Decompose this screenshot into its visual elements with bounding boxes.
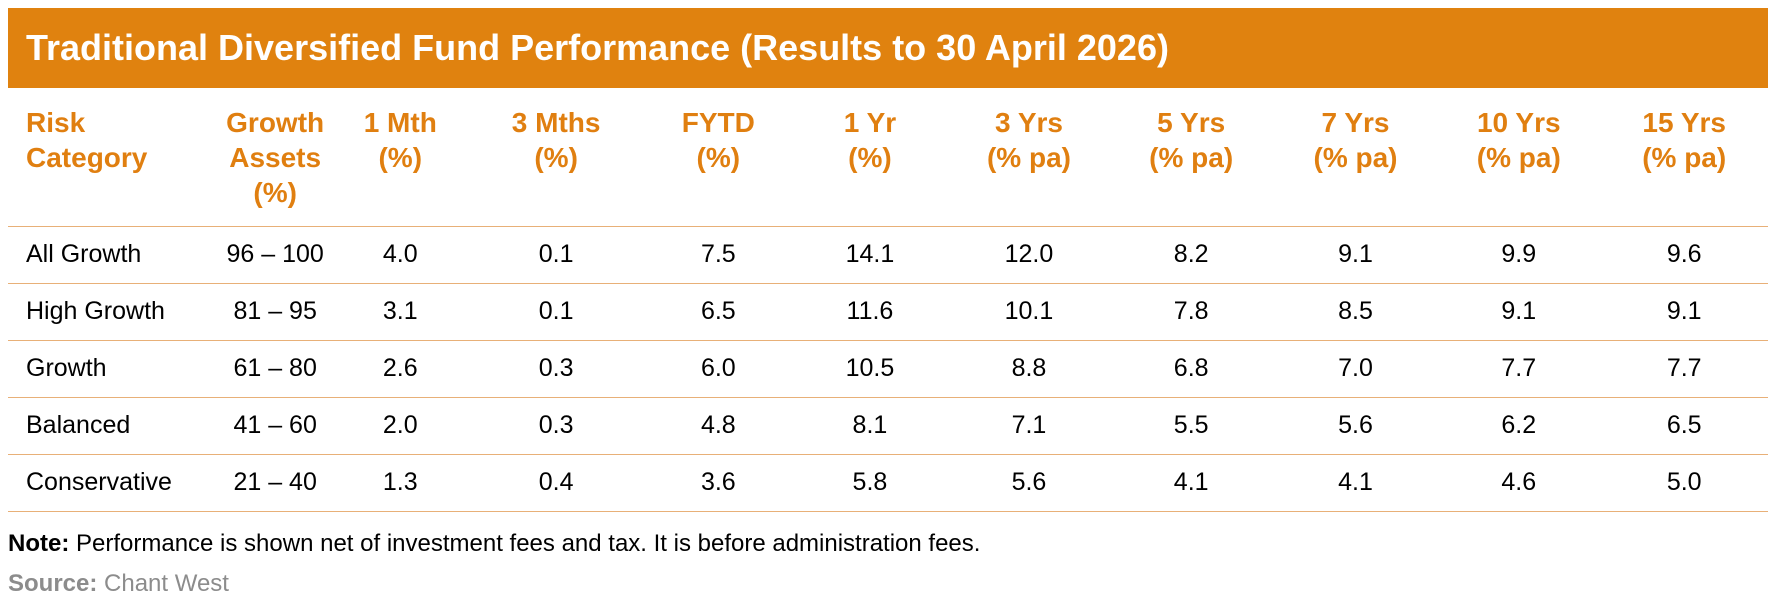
source-label: Source: <box>8 570 98 597</box>
growth-assets-cell: 81 – 95 <box>215 283 335 341</box>
table-row: High Growth 81 – 95 3.1 0.1 6.5 11.6 10.… <box>8 283 1768 341</box>
fytd-cell: 7.5 <box>646 226 791 284</box>
column-header-15-yrs: 15 Yrs (% pa) <box>1600 96 1768 227</box>
growth-assets-cell: 96 – 100 <box>215 226 335 284</box>
table-row: Growth 61 – 80 2.6 0.3 6.0 10.5 8.8 6.8 … <box>8 340 1768 398</box>
note-text: Performance is shown net of investment f… <box>69 530 981 557</box>
table-header-row: Risk Category Growth Assets (%) 1 Mth (%… <box>8 96 1768 227</box>
column-header-3-yrs: 3 Yrs (% pa) <box>949 96 1109 227</box>
column-header-10-yrs: 10 Yrs (% pa) <box>1437 96 1601 227</box>
three-yrs-cell: 5.6 <box>949 454 1109 512</box>
fifteen-yrs-cell: 9.6 <box>1600 226 1768 284</box>
column-header-1-mth: 1 Mth (%) <box>334 96 466 227</box>
three-mths-cell: 0.4 <box>466 454 647 512</box>
growth-assets-cell: 21 – 40 <box>215 454 335 512</box>
one-yr-cell: 8.1 <box>790 397 950 455</box>
table-row: Conservative 21 – 40 1.3 0.4 3.6 5.8 5.6… <box>8 454 1768 512</box>
source-text: Chant West <box>97 570 229 597</box>
performance-table: Risk Category Growth Assets (%) 1 Mth (%… <box>8 96 1768 512</box>
three-yrs-cell: 12.0 <box>949 226 1109 284</box>
three-mths-cell: 0.3 <box>466 340 647 398</box>
column-header-7-yrs: 7 Yrs (% pa) <box>1273 96 1438 227</box>
page-title: Traditional Diversified Fund Performance… <box>26 27 1169 68</box>
seven-yrs-cell: 7.0 <box>1273 340 1438 398</box>
note-label: Note: <box>8 530 70 557</box>
fifteen-yrs-cell: 7.7 <box>1600 340 1768 398</box>
five-yrs-cell: 6.8 <box>1108 340 1274 398</box>
column-header-5-yrs: 5 Yrs (% pa) <box>1108 96 1274 227</box>
risk-category-cell: High Growth <box>8 283 216 341</box>
three-mths-cell: 0.3 <box>466 397 647 455</box>
three-mths-cell: 0.1 <box>466 283 647 341</box>
seven-yrs-cell: 4.1 <box>1273 454 1438 512</box>
ten-yrs-cell: 4.6 <box>1437 454 1601 512</box>
fifteen-yrs-cell: 5.0 <box>1600 454 1768 512</box>
one-yr-cell: 10.5 <box>790 340 950 398</box>
fifteen-yrs-cell: 6.5 <box>1600 397 1768 455</box>
one-yr-cell: 5.8 <box>790 454 950 512</box>
column-header-fytd: FYTD (%) <box>646 96 791 227</box>
five-yrs-cell: 8.2 <box>1108 226 1274 284</box>
risk-category-cell: Balanced <box>8 397 216 455</box>
fytd-cell: 6.0 <box>646 340 791 398</box>
title-banner: Traditional Diversified Fund Performance… <box>8 8 1768 88</box>
risk-category-cell: Conservative <box>8 454 216 512</box>
five-yrs-cell: 5.5 <box>1108 397 1274 455</box>
column-header-3-mths: 3 Mths (%) <box>466 96 647 227</box>
ten-yrs-cell: 9.1 <box>1437 283 1601 341</box>
growth-assets-cell: 41 – 60 <box>215 397 335 455</box>
one-mth-cell: 2.6 <box>334 340 466 398</box>
table-row: Balanced 41 – 60 2.0 0.3 4.8 8.1 7.1 5.5… <box>8 397 1768 455</box>
risk-category-cell: Growth <box>8 340 216 398</box>
three-yrs-cell: 8.8 <box>949 340 1109 398</box>
fytd-cell: 4.8 <box>646 397 791 455</box>
column-header-growth-assets: Growth Assets (%) <box>215 96 335 227</box>
ten-yrs-cell: 6.2 <box>1437 397 1601 455</box>
table-row: All Growth 96 – 100 4.0 0.1 7.5 14.1 12.… <box>8 226 1768 284</box>
column-header-risk-category: Risk Category <box>8 96 216 227</box>
one-yr-cell: 14.1 <box>790 226 950 284</box>
source-line: Source: Chant West <box>8 570 229 598</box>
five-yrs-cell: 4.1 <box>1108 454 1274 512</box>
one-mth-cell: 1.3 <box>334 454 466 512</box>
fifteen-yrs-cell: 9.1 <box>1600 283 1768 341</box>
seven-yrs-cell: 9.1 <box>1273 226 1438 284</box>
fytd-cell: 3.6 <box>646 454 791 512</box>
footnote: Note: Performance is shown net of invest… <box>8 530 980 558</box>
one-mth-cell: 3.1 <box>334 283 466 341</box>
one-mth-cell: 2.0 <box>334 397 466 455</box>
one-mth-cell: 4.0 <box>334 226 466 284</box>
risk-category-cell: All Growth <box>8 226 216 284</box>
three-yrs-cell: 10.1 <box>949 283 1109 341</box>
column-header-1-yr: 1 Yr (%) <box>790 96 950 227</box>
fytd-cell: 6.5 <box>646 283 791 341</box>
three-mths-cell: 0.1 <box>466 226 647 284</box>
three-yrs-cell: 7.1 <box>949 397 1109 455</box>
ten-yrs-cell: 7.7 <box>1437 340 1601 398</box>
seven-yrs-cell: 5.6 <box>1273 397 1438 455</box>
five-yrs-cell: 7.8 <box>1108 283 1274 341</box>
seven-yrs-cell: 8.5 <box>1273 283 1438 341</box>
growth-assets-cell: 61 – 80 <box>215 340 335 398</box>
ten-yrs-cell: 9.9 <box>1437 226 1601 284</box>
one-yr-cell: 11.6 <box>790 283 950 341</box>
